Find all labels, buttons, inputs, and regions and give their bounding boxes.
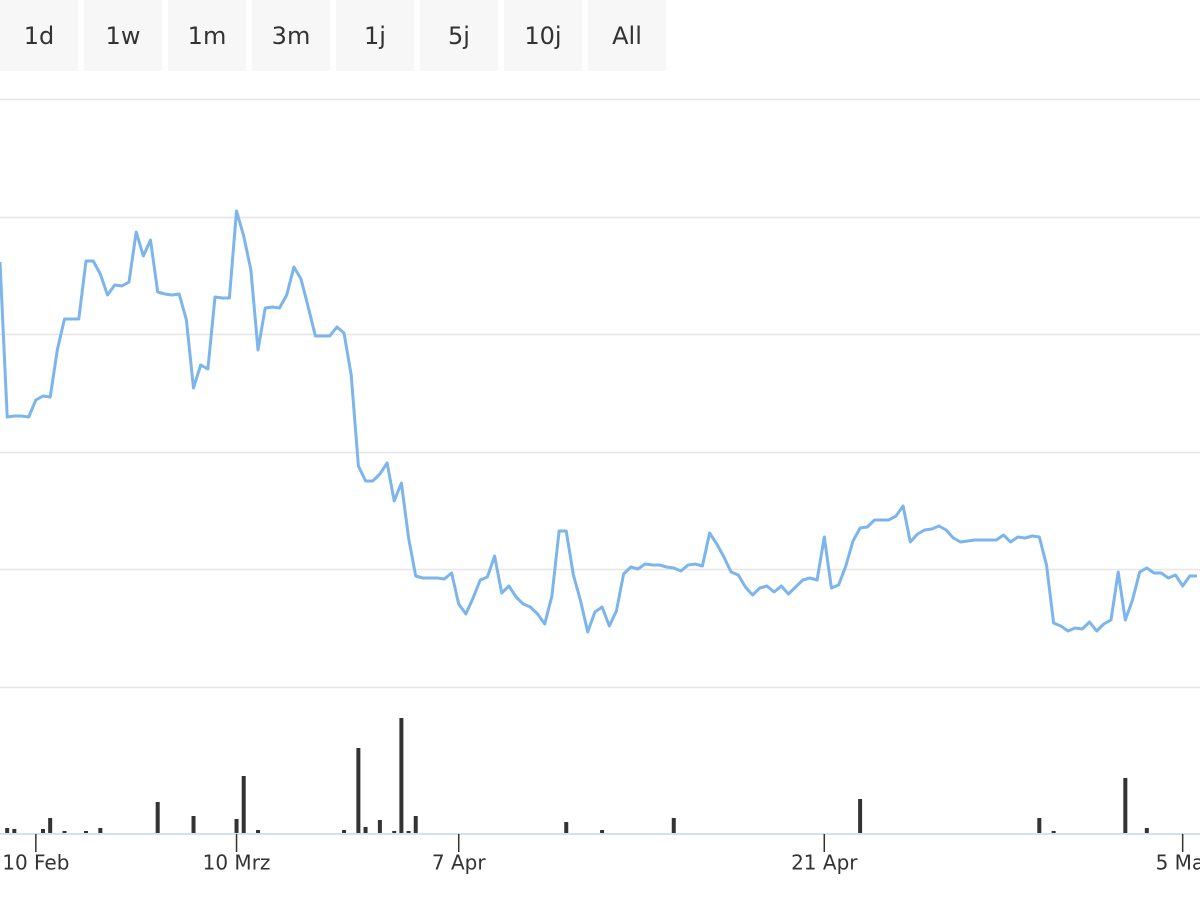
volume-bar (1123, 778, 1128, 833)
volume-bar (234, 819, 239, 833)
volume-bar (5, 828, 10, 833)
volume-bar (392, 831, 397, 833)
volume-bar (1037, 818, 1042, 833)
volume-bar (564, 822, 569, 833)
volume-bar (406, 831, 411, 833)
range-button[interactable]: 1m (168, 0, 246, 71)
volume-bar (155, 802, 160, 833)
volume-bar (600, 830, 605, 833)
volume-bar (1144, 828, 1149, 833)
volume-bar (363, 827, 368, 833)
range-button[interactable]: 10j (504, 0, 582, 71)
volume-bar (191, 816, 196, 833)
price-line (0, 209, 1197, 634)
volume-bar (342, 830, 347, 833)
range-button[interactable]: 5j (420, 0, 498, 71)
volume-bar (858, 799, 863, 833)
volume-bar (98, 828, 103, 833)
x-tick-label: 5 Mai (1156, 851, 1200, 875)
volume-bar (256, 830, 261, 833)
range-button[interactable]: 1w (84, 0, 162, 71)
range-button[interactable]: 3m (252, 0, 330, 71)
volume-bar (12, 829, 17, 833)
range-selector: 1d 1w 1m 3m 1j 5j 10j All (0, 0, 666, 71)
range-button[interactable]: 1j (336, 0, 414, 71)
volume-bar (399, 718, 404, 833)
volume-bar (241, 776, 246, 833)
volume-bar (62, 831, 67, 833)
x-tick-label: 21 Apr (791, 851, 858, 875)
volume-bar (48, 818, 53, 833)
range-button[interactable]: 1d (0, 0, 78, 71)
volume-bar (84, 831, 89, 833)
volume-bar (671, 818, 676, 833)
x-tick-label: 10 Feb (2, 851, 69, 875)
x-tick-label: 7 Apr (432, 851, 486, 875)
range-button[interactable]: All (588, 0, 666, 71)
volume-bar (1051, 831, 1056, 833)
volume-bar (41, 829, 46, 833)
volume-bar (377, 820, 382, 833)
x-tick-label: 10 Mrz (203, 851, 271, 875)
volume-bar (356, 748, 361, 833)
volume-bar (413, 816, 418, 833)
